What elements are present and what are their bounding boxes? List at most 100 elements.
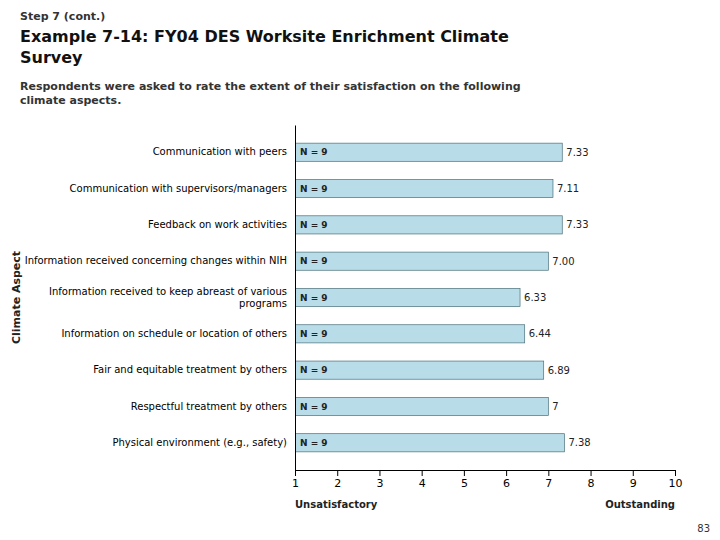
n-label: N = 9 [300,293,328,303]
x-tick-label: 1 [292,477,299,490]
bar [295,361,544,379]
x-tick-mark [422,470,423,476]
n-label: N = 9 [300,402,328,412]
value-label: 7.38 [568,437,590,448]
text-line: Physical environment (e.g., safety) [112,437,287,448]
text-line: Communication with peers [153,146,287,157]
x-tick: 4 [419,470,426,490]
x-tick-mark [295,470,296,476]
title: Example 7-14: FY04 DES Worksite Enrichme… [20,27,509,67]
chart: Step 7 (cont.) Example 7-14: FY04 DES Wor… [0,0,720,540]
x-tick-label: 4 [419,477,426,490]
x-tick-label: 3 [376,477,383,490]
x-tick: 2 [334,470,341,490]
x-tick: 7 [545,470,552,490]
bar [295,397,548,415]
category-label: Physical environment (e.g., safety) [112,437,287,448]
category-label: Communication with supervisors/managers [70,183,287,194]
x-tick-label: 9 [630,477,637,490]
n-label: N = 9 [300,438,328,448]
value-label: 7 [552,401,558,412]
bar [295,179,553,197]
n-label: N = 9 [300,184,328,194]
value-label: 6.89 [548,365,570,376]
y-tick: Physical environment (e.g., safety) [112,437,295,448]
bars [295,143,564,452]
y-tick: Fair and equitable treatment by others [93,364,295,375]
value-label: 7.33 [566,219,588,230]
category-label: Respectful treatment by others [131,401,287,412]
value-label: 7.33 [566,147,588,158]
x-tick-label: 6 [503,477,510,490]
page-number: 83 [697,523,710,534]
bar [295,216,562,234]
text-line: Respectful treatment by others [131,401,287,412]
x-tick-label: 7 [545,477,552,490]
x-tick-label: 8 [588,477,595,490]
text-line: Example 7-14: FY04 DES Worksite Enrichme… [20,27,509,46]
category-label: Information received concerning changes … [25,255,287,266]
text-line: Feedback on work activities [148,219,287,230]
value-label: 6.33 [524,292,546,303]
x-tick-mark [633,470,634,476]
y-tick: Communication with supervisors/managers [70,183,295,194]
text-line: Information on schedule or location of o… [61,328,287,339]
n-label: N = 9 [300,329,328,339]
y-axis-line [295,126,296,471]
x-tick-label: 2 [334,477,341,490]
x-tick: 1 [292,470,299,490]
x-tick-mark [506,470,507,476]
y-tick: Information on schedule or location of o… [61,328,295,339]
plot: 12345678910Communication with peersCommu… [25,126,683,511]
x-label-left: Unsatisfactory [295,499,378,510]
y-tick: Communication with peers [153,146,295,157]
text-line: Communication with supervisors/managers [70,183,287,194]
x-tick-mark [548,470,549,476]
text-line: programs [239,298,287,309]
category-label: Communication with peers [153,146,287,157]
y-tick: Information received to keep abreast of … [49,286,295,309]
y-tick: Feedback on work activities [148,219,295,230]
category-label: Feedback on work activities [148,219,287,230]
x-tick-label: 10 [669,477,683,490]
x-tick-mark [337,470,338,476]
n-label: N = 9 [300,220,328,230]
x-tick: 10 [669,470,683,490]
x-tick: 9 [630,470,637,490]
x-tick: 5 [461,470,468,490]
x-tick: 8 [588,470,595,490]
category-label: Information received to keep abreast of … [49,286,287,309]
bar [295,325,525,343]
header: Step 7 (cont.) [20,10,105,23]
x-tick: 6 [503,470,510,490]
subtitle: Respondents were asked to rate the exten… [20,80,521,107]
value-label: 7.11 [557,183,579,194]
n-label: N = 9 [300,147,328,157]
x-tick-mark [464,470,465,476]
x-tick-mark [591,470,592,476]
value-label: 7.00 [552,256,574,267]
x-tick-mark [675,470,676,476]
bar [295,288,520,306]
text-line: Fair and equitable treatment by others [93,364,287,375]
y-tick: Information received concerning changes … [25,255,295,266]
category-label: Fair and equitable treatment by others [93,364,287,375]
x-tick: 3 [376,470,383,490]
category-label: Information on schedule or location of o… [61,328,287,339]
labels: N = 9 N = 9 N = 9 N = 9 N = 9 N = 9 N = 9 N = 9… [300,147,591,449]
n-label: N = 9 [300,256,328,266]
n-label: N = 9 [300,365,328,375]
text-line: climate aspects. [20,94,121,107]
x-label-right: Outstanding [605,499,675,510]
bar [295,434,564,452]
text-line: Respondents were asked to rate the exten… [20,80,521,93]
text-line: Survey [20,48,83,67]
x-axis: 1 2 3 4 5 6 7 8 9 10 [292,470,683,490]
x-axis-line [296,471,676,477]
y-axis: Communication with peers Communication wi… [25,126,296,471]
text-line: Information received to keep abreast of … [49,286,287,297]
x-tick-label: 5 [461,477,468,490]
bar [295,252,548,270]
y-label: Climate Aspect [10,251,23,344]
text-line: Information received concerning changes … [25,255,287,266]
